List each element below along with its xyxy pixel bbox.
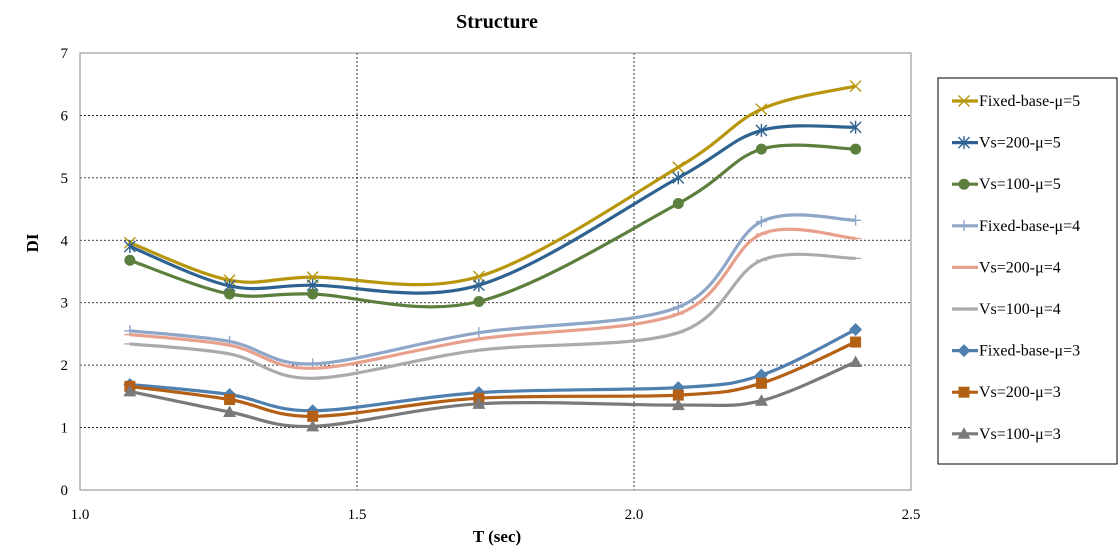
data-point	[755, 143, 767, 155]
y-tick-label: 4	[61, 233, 69, 249]
data-point	[672, 171, 685, 185]
legend-label: Vs=100-μ=5	[979, 176, 1061, 193]
data-point	[123, 240, 136, 254]
data-point	[849, 355, 863, 368]
x-tick-label: 1.0	[71, 507, 90, 523]
legend-item: Vs=100-μ=4	[952, 301, 1061, 318]
series	[123, 80, 863, 432]
legend-item: Vs=200-μ=4	[952, 259, 1061, 276]
data-point	[472, 397, 486, 409]
legend-label: Vs=200-μ=4	[979, 259, 1061, 276]
legend-label: Fixed-base-μ=4	[979, 218, 1080, 235]
series-line	[129, 213, 856, 366]
grid	[80, 53, 911, 490]
y-axis-label: DI	[23, 233, 42, 252]
data-point	[224, 393, 236, 405]
legend-item: Vs=200-μ=3	[952, 384, 1061, 401]
series-1	[123, 120, 862, 295]
data-point	[849, 80, 862, 93]
data-point	[958, 95, 970, 107]
x-tick-label: 1.5	[348, 507, 367, 523]
legend-item: Vs=200-μ=5	[952, 135, 1061, 152]
data-point	[957, 427, 971, 439]
data-point	[671, 398, 685, 411]
data-point	[672, 301, 684, 313]
data-point	[224, 288, 236, 300]
legend-item: Fixed-base-μ=5	[952, 93, 1080, 110]
data-point	[306, 419, 320, 432]
data-point	[850, 336, 862, 348]
y-tick-label: 5	[61, 171, 69, 187]
data-point	[957, 344, 971, 358]
data-point	[754, 394, 768, 406]
legend-item: Vs=100-μ=3	[952, 426, 1061, 443]
data-point	[755, 123, 768, 137]
y-tick-label: 1	[61, 421, 69, 437]
legend-label: Fixed-base-μ=5	[979, 93, 1080, 110]
data-point	[124, 254, 136, 266]
data-point	[307, 288, 319, 300]
y-tick-label: 3	[61, 296, 69, 312]
plot-area	[79, 52, 912, 491]
series-line	[129, 84, 856, 287]
x-tick-label: 2.5	[902, 507, 921, 523]
series-line	[129, 124, 856, 295]
data-point	[850, 214, 862, 226]
data-point	[958, 386, 970, 398]
series-0	[123, 80, 862, 287]
legend-item: Fixed-base-μ=3	[952, 343, 1080, 360]
data-point	[472, 270, 485, 283]
data-point	[123, 384, 137, 397]
legend-label: Vs=200-μ=3	[979, 384, 1061, 401]
y-tick-label: 2	[61, 358, 69, 374]
data-point	[672, 197, 684, 209]
chart-title: Structure	[456, 11, 538, 33]
data-point	[223, 405, 237, 417]
data-point	[958, 136, 970, 150]
data-point	[307, 410, 319, 422]
tick-labels: 0 1 2 3 4 5 6 7 1.0 1.5 2.0 2.5	[61, 46, 921, 523]
legend-label: Vs=100-μ=4	[979, 301, 1061, 318]
data-point	[850, 143, 862, 155]
legend-label: Vs=200-μ=5	[979, 135, 1061, 152]
x-tick-label: 2.0	[625, 507, 644, 523]
data-point	[472, 278, 485, 292]
legend-item: Fixed-base-μ=4	[952, 218, 1080, 235]
data-point	[755, 377, 767, 389]
data-point	[473, 327, 485, 339]
data-point	[958, 220, 970, 232]
x-axis-label: T (sec)	[473, 527, 521, 546]
data-point	[672, 389, 684, 401]
legend-label: Vs=100-μ=3	[979, 426, 1061, 443]
series-line	[129, 360, 857, 428]
y-tick-label: 7	[61, 46, 69, 62]
data-point	[755, 216, 767, 228]
y-tick-label: 6	[61, 108, 69, 124]
data-point	[849, 120, 862, 134]
series-8	[123, 355, 863, 432]
data-point	[473, 295, 485, 307]
y-tick-label: 0	[61, 483, 69, 499]
legend-item: Vs=100-μ=5	[952, 176, 1061, 193]
series-5	[124, 252, 862, 380]
data-point	[849, 323, 863, 337]
data-point	[755, 103, 768, 116]
series-2	[124, 143, 862, 309]
data-point	[958, 178, 970, 190]
data-point	[672, 161, 685, 174]
legend: Fixed-base-μ=5 Vs=200-μ=5 Vs=100-μ=5 Fixed-…	[937, 77, 1118, 465]
legend-label: Fixed-base-μ=3	[979, 343, 1080, 360]
series-4	[124, 227, 862, 370]
